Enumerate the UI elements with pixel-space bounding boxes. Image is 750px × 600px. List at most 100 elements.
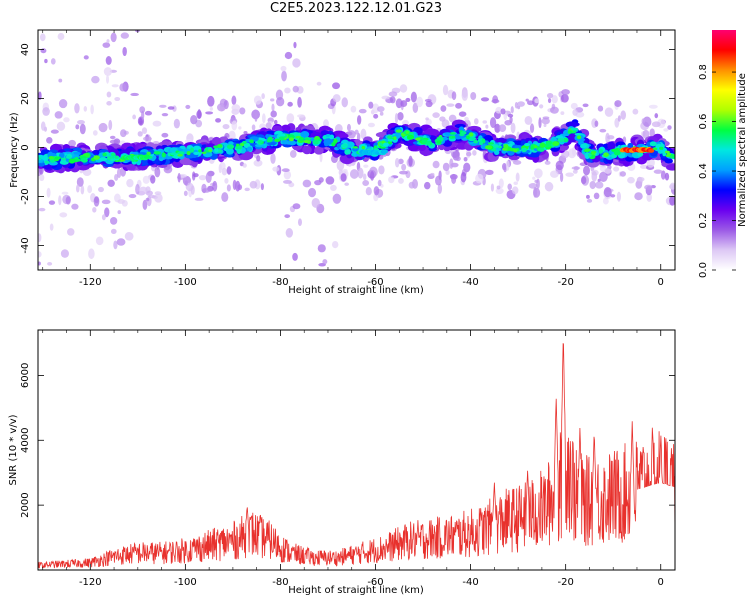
spectrogram-noise-blob (232, 179, 237, 190)
spectrogram-ridge-blob (281, 124, 291, 133)
spectrogram-ridge-blob (473, 139, 478, 144)
spectrogram-noise-blob (498, 124, 507, 133)
spectrogram-noise-blob (253, 95, 262, 105)
spectrogram-noise-blob (311, 197, 320, 208)
spectrogram-noise-blob (108, 119, 113, 131)
spectrogram-noise-blob (570, 102, 578, 110)
spectrogram-noise-blob (101, 199, 111, 205)
spectrogram-noise-blob (607, 135, 615, 140)
spectrogram-noise-blob (58, 78, 63, 83)
spectrogram-noise-blob (270, 110, 277, 118)
spectrogram-ridge-blob (607, 141, 616, 150)
spectrogram-noise-blob (644, 184, 653, 190)
spectrogram-noise-blob (473, 118, 479, 125)
spectrogram-noise-blob (142, 199, 148, 210)
spectrogram-noise-blob (98, 122, 108, 133)
spectrogram-noise-blob (358, 108, 367, 114)
spectrogram-noise-blob (460, 172, 467, 183)
spectrogram-ridge-blob (65, 155, 72, 159)
spectrogram-noise-blob (513, 181, 518, 186)
spectrogram-noise-blob (281, 70, 287, 82)
spectrogram-ridge-blob (98, 157, 108, 162)
spectrogram-ridge-blob (102, 152, 107, 157)
spectrogram-noise-blob (451, 91, 457, 100)
spectrogram-noise-blob (599, 128, 607, 133)
spectrogram-noise-blob (642, 116, 652, 127)
spectrogram-ridge-blob (161, 152, 166, 158)
spectrogram-ridge-blob (298, 136, 305, 141)
spectrogram-noise-blob (394, 157, 400, 168)
spectrogram-y-ticks: -40 -20 0 20 40 (20, 43, 675, 254)
snr-series-line (38, 343, 675, 569)
spectrogram-noise-blob (510, 122, 516, 134)
spectrogram-noise-blob (67, 228, 75, 236)
spectrogram-ridge-blob (493, 149, 500, 155)
spectrogram-ridge-blob (340, 144, 347, 148)
spectrogram-strong-blob (648, 148, 655, 153)
spectrogram-noise-blob (397, 111, 404, 121)
spectrogram-ridge-blob (312, 139, 319, 145)
spectrogram-noise-blob (40, 121, 46, 131)
spectrogram-noise-blob (260, 183, 264, 191)
spectrogram-noise-blob (340, 173, 347, 182)
spectrogram-noise-blob (44, 58, 48, 64)
spectrogram-noise-blob (302, 179, 312, 188)
spectrogram-x-tick-label: -120 (79, 277, 102, 288)
spectrogram-noise-blob (432, 112, 440, 118)
spectrogram-noise-blob (565, 172, 575, 177)
spectrogram-noise-blob (254, 112, 258, 122)
spectrogram-noise-blob (664, 172, 670, 181)
spectrogram-noise-blob (91, 75, 100, 84)
spectrogram-ridge-blob (521, 147, 527, 153)
spectrogram-x-tick-label: -100 (174, 277, 197, 288)
spectrogram-noise-blob (372, 103, 380, 114)
spectrogram-noise-blob (494, 123, 501, 133)
spectrogram-noise-blob (152, 120, 162, 127)
spectrogram-noise-blob (102, 42, 111, 48)
spectrogram-noise-blob (137, 131, 143, 137)
spectrogram-y-tick-label: -40 (20, 237, 31, 253)
spectrogram-noise-blob (654, 113, 659, 119)
spectrogram-ridge-blob (664, 158, 673, 164)
spectrogram-ridge-blob (492, 148, 497, 152)
spectrogram-noise-blob (332, 82, 341, 90)
spectrogram-noise-blob (332, 94, 341, 103)
colorbar-ticks: 0.0 0.2 0.4 0.6 0.8 (698, 64, 736, 278)
spectrogram-ridge-blob (225, 147, 234, 155)
spectrogram-noise-blob (138, 186, 148, 195)
spectrogram-noise-blob (109, 139, 119, 144)
spectrogram-noise-blob (205, 171, 212, 183)
spectrogram-ridge-blob (495, 137, 507, 143)
spectrogram-ridge-blob (395, 129, 402, 133)
spectrogram-noise-blob (117, 210, 121, 215)
spectrogram-noise-blob (265, 122, 272, 129)
spectrogram-noise-blob (441, 119, 450, 128)
spectrogram-noise-blob (367, 122, 375, 128)
spectrogram-noise-blob (504, 119, 512, 126)
spectrogram-noise-blob (61, 191, 69, 195)
spectrogram-noise-blob (215, 118, 222, 123)
spectrogram-noise-blob (356, 115, 362, 125)
spectrogram-noise-blob (567, 148, 577, 159)
spectrogram-ridge-blob (198, 149, 202, 153)
spectrogram-ridge-blob (274, 138, 281, 142)
spectrogram-noise-blob (347, 130, 356, 139)
spectrogram-ridge-blob (449, 132, 456, 135)
spectrogram-noise-blob (106, 39, 110, 44)
spectrogram-noise-blob (435, 175, 442, 186)
spectrogram-noise-blob (507, 113, 514, 118)
spectrogram-noise-blob (173, 118, 180, 129)
spectrogram-noise-blob (549, 170, 559, 178)
spectrogram-noise-blob (38, 261, 41, 266)
spectrogram-noise-blob (287, 101, 293, 107)
spectrogram-noise-blob (284, 214, 291, 219)
spectrogram-noise-blob (632, 108, 639, 115)
spectrogram-noise-blob (280, 65, 287, 72)
spectrogram-ridge-blob (503, 143, 509, 150)
spectrogram-noise-blob (398, 177, 404, 184)
spectrogram-ridge-blob (613, 149, 621, 156)
snr-y-ticks: 2000 4000 6000 (20, 363, 675, 518)
spectrogram-noise-blob (357, 167, 364, 179)
spectrogram-noise-blob (222, 123, 230, 130)
spectrogram-ridge-blob (466, 135, 470, 140)
